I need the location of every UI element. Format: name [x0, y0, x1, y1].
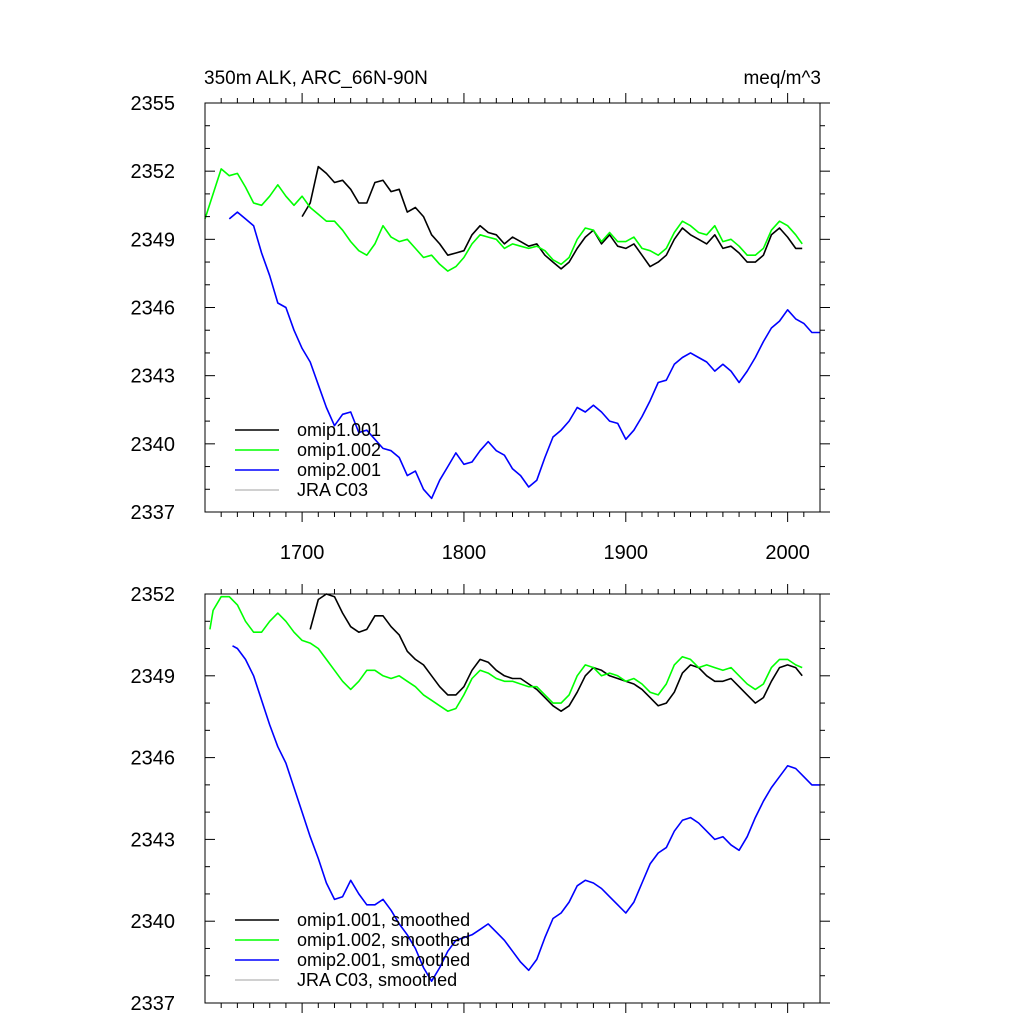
legend-label: JRA C03	[297, 480, 368, 500]
legend-label: omip2.001	[297, 460, 381, 480]
x-tick-label: 2000	[765, 542, 810, 564]
y-tick-label: 2343	[131, 366, 176, 388]
y-tick-label: 2340	[131, 434, 176, 456]
y-tick-label: 2340	[131, 911, 176, 933]
series-line-1	[209, 595, 803, 712]
chart-title: 350m ALK, ARC_66N-90N	[204, 68, 428, 89]
y-tick-label: 2349	[131, 229, 176, 251]
top-panel-axes: 2337 2340 2343 2346 2349 2352 2355 1700 1800 1900…	[131, 93, 830, 564]
x-tick-label: 1900	[604, 542, 649, 564]
series-line-1	[204, 168, 803, 272]
y-tick-label: 2349	[131, 666, 176, 688]
legend-label: omip1.001, smoothed	[297, 910, 470, 930]
y-tick-label: 2352	[131, 161, 176, 183]
legend-label: JRA C03, smoothed	[297, 970, 457, 990]
x-tick-label: 1700	[280, 542, 325, 564]
top-panel-series	[204, 165, 820, 500]
series-line-0	[301, 165, 803, 270]
x-tick-label: 1800	[442, 542, 487, 564]
bottom-panel-frame	[204, 593, 821, 1004]
legend-label: omip2.001, smoothed	[297, 950, 470, 970]
y-tick-label: 2343	[131, 829, 176, 851]
series-line-0	[309, 593, 803, 712]
series-line-2	[228, 211, 820, 500]
y-tick-label: 2337	[131, 993, 176, 1015]
legend-label: omip1.001	[297, 420, 381, 440]
y-tick-label: 2352	[131, 584, 176, 606]
y-tick-label: 2355	[131, 93, 176, 115]
legend-label: omip1.002	[297, 440, 381, 460]
y-tick-label: 2346	[131, 298, 176, 320]
bottom-panel-axes: 2337 2340 2343 2346 2349 2352	[131, 584, 830, 1015]
top-panel-frame	[204, 102, 821, 513]
series-line-2	[232, 645, 820, 982]
bottom-panel-series	[209, 593, 820, 982]
legend-label: omip1.002, smoothed	[297, 930, 470, 950]
y-tick-label: 2337	[131, 502, 176, 524]
y-tick-label: 2346	[131, 748, 176, 770]
units-label: meq/m^3	[743, 68, 821, 89]
